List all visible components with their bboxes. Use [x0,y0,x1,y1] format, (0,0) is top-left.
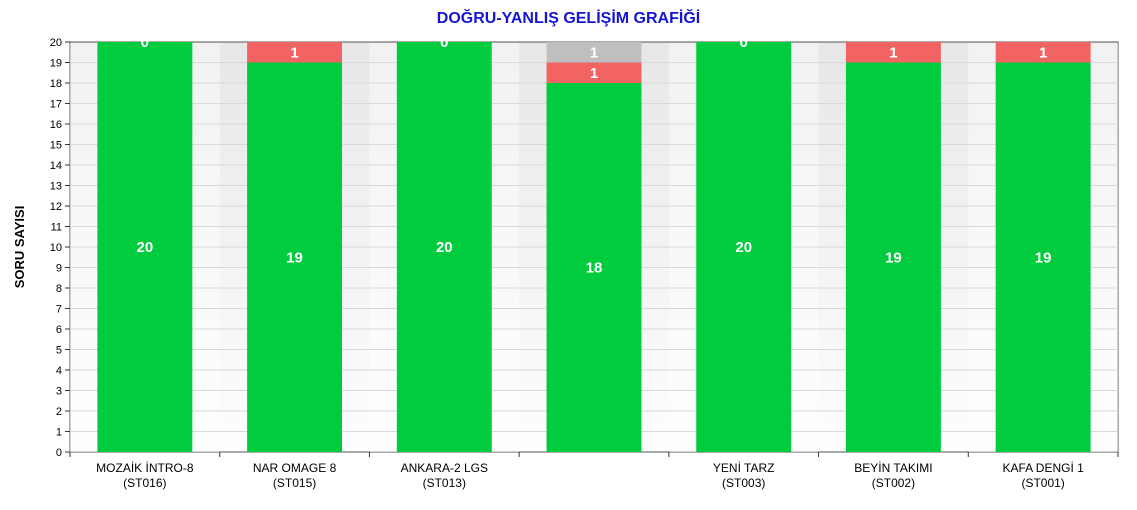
data-label: 1 [590,65,598,82]
y-tick-label: 6 [56,324,62,336]
y-tick-label: 3 [56,386,62,398]
x-tick-label: (ST001) [1021,476,1064,490]
bar-segment [97,42,193,452]
y-tick-label: 7 [56,304,62,316]
x-tick-label: MOZAİK İNTRO-8 [96,461,194,475]
bar-segment [995,62,1091,452]
data-label: 20 [137,239,154,256]
bar-segment [247,62,343,452]
y-tick-label: 1 [56,427,62,439]
y-tick-label: 13 [50,181,62,193]
bar-segment [396,42,492,452]
y-tick-label: 18 [50,78,62,90]
y-tick-label: 11 [51,222,62,234]
chart-title: DOĞRU-YANLIŞ GELİŞİM GRAFİĞİ [436,10,701,27]
data-label: 19 [885,249,902,266]
data-label: 1 [1039,44,1047,61]
x-tick-label: (ST003) [722,476,765,490]
data-label: 0 [740,34,748,51]
y-tick-label: 19 [50,58,62,70]
x-axis: MOZAİK İNTRO-8(ST016) NAR OMAGE 8(ST015) A… [69,452,1119,490]
x-tick-label: ANKARA-2 LGS [401,461,488,475]
x-tick-label: (ST015) [273,476,316,490]
x-tick-label: YENİ TARZ [713,461,775,475]
data-label: 19 [1035,249,1052,266]
x-tick-label: KAFA DENGİ 1 [1002,461,1084,475]
data-label: 0 [141,34,149,51]
y-tick-label: 8 [56,283,62,295]
data-label: 18 [586,260,603,277]
y-tick-label: 20 [50,37,62,49]
y-tick-label: 16 [50,119,62,131]
y-tick-label: 5 [56,345,62,357]
bars [97,42,1091,452]
bar-segment [845,42,941,63]
bar-segment [546,62,642,83]
y-tick-label: 15 [50,140,62,152]
x-tick-label: (ST002) [872,476,915,490]
data-label: 1 [590,44,598,61]
bar-segment [247,42,343,63]
x-tick-label: BEYİN TAKIMI [854,461,932,475]
x-tick-label: NAR OMAGE 8 [253,461,337,475]
data-label: 19 [286,249,303,266]
x-tick-label: (ST016) [123,476,166,490]
y-tick-label: 12 [50,201,62,213]
data-labels: 20 0 19 1 20 0 18 1 1 20 0 19 1 19 1 [137,34,1052,277]
bar-segment [995,42,1091,63]
bar-segment [546,42,642,63]
x-tick-label: (ST013) [423,476,466,490]
bar-segment [696,42,792,452]
y-tick-label: 9 [56,263,62,275]
y-axis-label: SORU SAYISI [12,206,27,289]
y-tick-label: 4 [56,365,62,377]
y-tick-label: 2 [56,406,62,418]
y-tick-label: 17 [50,99,62,111]
bar-segment [546,83,642,452]
data-label: 1 [290,44,298,61]
data-label: 20 [735,239,752,256]
y-tick-label: 10 [50,242,62,254]
y-tick-label: 14 [50,160,62,172]
data-label: 0 [440,34,448,51]
y-tick-label: 0 [56,447,62,459]
data-label: 20 [436,239,453,256]
bar-segment [845,62,941,452]
data-label: 1 [889,44,897,61]
